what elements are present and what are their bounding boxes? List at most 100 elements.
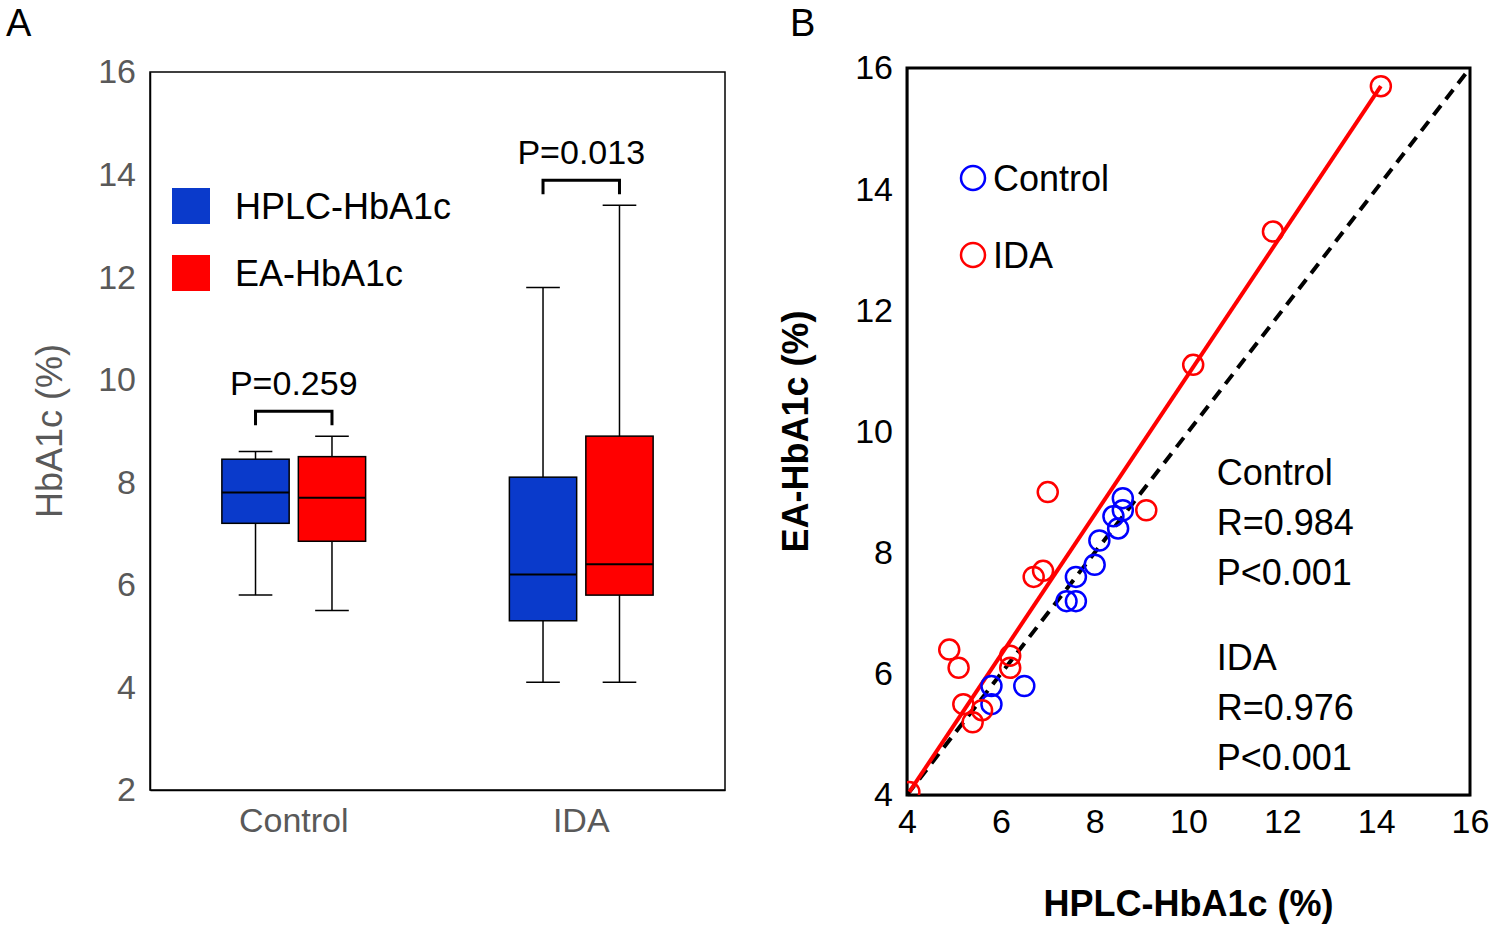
tick: 10 <box>98 360 150 398</box>
legend: HPLC-HbA1c EA-HbA1c <box>172 186 451 294</box>
tick-label: 4 <box>874 775 893 813</box>
reference-line <box>907 68 1470 795</box>
tick-label: Control <box>239 801 349 839</box>
panel: 246810121416ControlIDAP=0.259P=0.013HPLC… <box>98 52 725 839</box>
axis: 46810121416 <box>898 795 1489 840</box>
box <box>222 452 289 596</box>
tick-label: 8 <box>874 533 893 571</box>
point <box>1014 676 1034 696</box>
median <box>509 574 576 576</box>
legend-label: HPLC-HbA1c <box>235 186 451 227</box>
tick: 12 <box>855 291 907 329</box>
whisker-cap <box>603 682 637 684</box>
tick-label: 6 <box>874 654 893 692</box>
plot-frame <box>907 68 1470 795</box>
tick: 4 <box>117 668 150 706</box>
whisker <box>542 287 544 477</box>
legend-swatch <box>172 255 210 291</box>
whisker <box>619 595 621 682</box>
whisker <box>542 621 544 683</box>
box-body <box>509 477 576 621</box>
y-axis-title: HbA1c (%) <box>29 344 70 518</box>
legend-label: EA-HbA1c <box>235 253 403 294</box>
stats-group: Control <box>1217 452 1333 493</box>
x-axis-title: HPLC-HbA1c (%) <box>1043 883 1333 924</box>
point <box>953 694 973 714</box>
point <box>1066 591 1086 611</box>
box-body <box>298 457 365 542</box>
tick-label: 12 <box>855 291 893 329</box>
whisker-cap <box>315 610 349 612</box>
tick-label: 16 <box>855 48 893 86</box>
point <box>1085 555 1105 575</box>
figure: 246810121416ControlIDAP=0.259P=0.013HPLC… <box>0 0 1499 933</box>
tick: 6 <box>874 654 907 692</box>
panel: 4681012141646810121416ControlIDAControlR… <box>855 48 1489 840</box>
tick: 14 <box>1358 795 1396 840</box>
tick: 10 <box>1170 795 1208 840</box>
point <box>1000 658 1020 678</box>
stats-line: P<0.001 <box>1217 552 1352 593</box>
point <box>1183 355 1203 375</box>
point <box>1113 488 1133 508</box>
box <box>509 287 576 682</box>
whisker-cap <box>239 594 273 596</box>
stats-line: R=0.984 <box>1217 502 1354 543</box>
tick: 16 <box>855 48 907 86</box>
point <box>1033 561 1053 581</box>
whisker-cap <box>526 682 560 684</box>
tick-label: 2 <box>117 770 136 808</box>
tick: 16 <box>1452 795 1490 840</box>
axis-line <box>907 69 909 796</box>
plot-area <box>907 68 1470 795</box>
box <box>298 436 365 610</box>
tick: 10 <box>855 412 907 450</box>
point <box>1136 500 1156 520</box>
tick: 16 <box>98 52 150 90</box>
plot-area <box>222 205 653 682</box>
tick: Control <box>239 790 349 839</box>
box <box>586 205 653 682</box>
median <box>298 497 365 499</box>
legend-label: IDA <box>993 235 1053 276</box>
axis-line <box>151 790 726 792</box>
point <box>939 640 959 660</box>
tick: 12 <box>1264 795 1302 840</box>
whisker-cap <box>603 205 637 207</box>
whisker <box>255 523 257 595</box>
tick-label: 8 <box>1086 802 1105 840</box>
tick: 8 <box>1086 795 1105 840</box>
axis-line <box>908 795 1471 797</box>
stats-line: P<0.001 <box>1217 737 1352 778</box>
point <box>1108 518 1128 538</box>
tick-label: 12 <box>1264 802 1302 840</box>
point <box>907 782 919 795</box>
box-body <box>222 459 289 523</box>
legend-marker <box>961 166 985 190</box>
tick: IDA <box>553 790 610 839</box>
whisker <box>255 452 257 460</box>
point <box>1089 531 1109 551</box>
tick-label: 4 <box>117 668 136 706</box>
whisker-cap <box>526 287 560 289</box>
tick-label: 10 <box>1170 802 1208 840</box>
tick: 8 <box>874 533 907 571</box>
y-axis-title: EA-HbA1c (%) <box>775 310 816 552</box>
legend-marker <box>961 243 985 267</box>
tick-label: 14 <box>98 155 136 193</box>
median <box>586 563 653 565</box>
panel-label: B <box>790 2 815 44</box>
axis: Control IDA <box>151 790 726 839</box>
panel-label: A <box>6 2 32 44</box>
legend-swatch <box>172 188 210 224</box>
tick-label: IDA <box>553 801 610 839</box>
whisker <box>331 541 333 610</box>
tick-label: 14 <box>855 170 893 208</box>
point <box>1038 482 1058 502</box>
point <box>1066 567 1086 587</box>
whisker <box>619 205 621 436</box>
tick-label: 10 <box>855 412 893 450</box>
point <box>1263 222 1283 242</box>
tick: 14 <box>98 155 150 193</box>
tick-label: 8 <box>117 463 136 501</box>
